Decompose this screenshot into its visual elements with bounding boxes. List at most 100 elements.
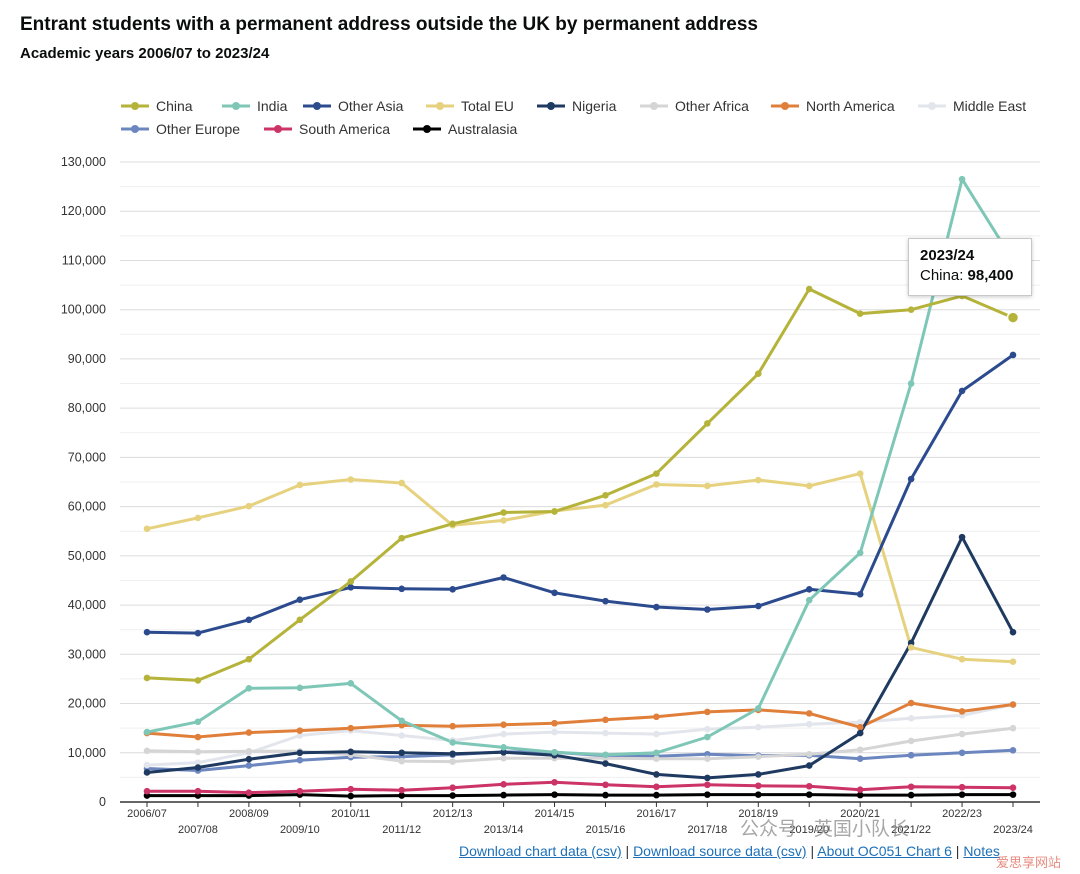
data-point-total-eu[interactable] <box>347 476 355 483</box>
data-point-india[interactable] <box>602 751 609 759</box>
data-point-total-eu[interactable] <box>1009 658 1017 665</box>
data-point-other-africa[interactable] <box>245 747 253 755</box>
data-point-south-america[interactable] <box>143 787 151 795</box>
data-point-india[interactable] <box>449 739 456 746</box>
data-point-other-asia[interactable] <box>704 606 711 613</box>
data-point-india[interactable] <box>805 596 813 604</box>
legend-item-south-america[interactable]: South America <box>264 121 390 137</box>
data-point-nigeria[interactable] <box>653 771 660 778</box>
data-point-other-asia[interactable] <box>194 629 202 637</box>
data-point-north-america[interactable] <box>347 724 355 732</box>
data-point-north-america[interactable] <box>449 722 456 730</box>
data-point-south-america[interactable] <box>245 789 253 796</box>
data-point-australasia[interactable] <box>653 791 660 799</box>
data-point-total-eu[interactable] <box>958 655 966 663</box>
data-point-other-africa[interactable] <box>398 757 406 765</box>
data-point-middle-east[interactable] <box>754 723 762 731</box>
data-point-south-america[interactable] <box>449 784 456 792</box>
data-point-north-america[interactable] <box>194 733 202 741</box>
data-point-nigeria[interactable] <box>398 749 406 757</box>
data-point-middle-east[interactable] <box>551 728 558 736</box>
data-point-nigeria[interactable] <box>958 533 966 541</box>
data-point-north-america[interactable] <box>653 713 660 721</box>
data-point-china[interactable] <box>296 616 304 624</box>
data-point-other-europe[interactable] <box>1009 747 1017 754</box>
legend-item-other-asia[interactable]: Other Asia <box>303 98 404 114</box>
data-point-north-america[interactable] <box>805 710 813 717</box>
data-point-middle-east[interactable] <box>194 759 202 766</box>
data-point-nigeria[interactable] <box>856 729 864 737</box>
data-point-total-eu[interactable] <box>500 517 507 524</box>
data-point-other-africa[interactable] <box>449 758 456 765</box>
data-point-other-africa[interactable] <box>856 746 864 754</box>
download-source-data-link[interactable]: Download source data (csv) <box>633 843 807 859</box>
about-chart-link[interactable]: About OC051 Chart 6 <box>817 843 952 859</box>
data-point-india[interactable] <box>245 684 253 692</box>
data-point-middle-east[interactable] <box>602 729 609 737</box>
data-point-india[interactable] <box>143 728 151 736</box>
data-point-nigeria[interactable] <box>704 774 711 782</box>
data-point-middle-east[interactable] <box>856 718 864 726</box>
data-point-australasia[interactable] <box>856 791 864 799</box>
data-point-other-europe[interactable] <box>245 762 253 769</box>
data-point-china[interactable] <box>245 655 253 663</box>
data-point-india[interactable] <box>398 717 406 725</box>
data-point-australasia[interactable] <box>398 792 406 799</box>
data-point-south-america[interactable] <box>907 783 915 791</box>
data-point-other-asia[interactable] <box>551 589 558 597</box>
data-point-nigeria[interactable] <box>245 755 253 763</box>
data-point-other-asia[interactable] <box>805 586 813 593</box>
data-point-china[interactable] <box>907 306 915 313</box>
data-point-other-africa[interactable] <box>754 753 762 761</box>
data-point-total-eu[interactable] <box>653 481 660 488</box>
data-point-australasia[interactable] <box>551 791 558 798</box>
data-point-south-america[interactable] <box>754 782 762 790</box>
data-point-other-europe[interactable] <box>958 749 966 757</box>
data-point-china[interactable] <box>551 508 558 515</box>
data-point-other-africa[interactable] <box>958 730 966 738</box>
data-point-other-asia[interactable] <box>296 596 304 603</box>
data-point-north-america[interactable] <box>602 716 609 724</box>
data-point-middle-east[interactable] <box>653 730 660 738</box>
data-point-australasia[interactable] <box>1009 791 1017 798</box>
data-point-south-america[interactable] <box>653 783 660 791</box>
data-point-nigeria[interactable] <box>1009 628 1017 636</box>
legend-item-australasia[interactable]: Australasia <box>413 121 517 137</box>
data-point-china[interactable] <box>602 491 609 499</box>
data-point-india[interactable] <box>296 684 304 692</box>
data-point-north-america[interactable] <box>958 708 966 715</box>
data-point-south-america[interactable] <box>602 781 609 789</box>
data-point-other-europe[interactable] <box>856 755 864 762</box>
data-point-other-asia[interactable] <box>398 585 406 593</box>
data-point-other-africa[interactable] <box>500 754 507 762</box>
data-point-other-europe[interactable] <box>907 751 915 759</box>
data-point-other-africa[interactable] <box>704 755 711 762</box>
data-point-other-asia[interactable] <box>500 574 507 581</box>
data-point-total-eu[interactable] <box>194 514 202 522</box>
data-point-nigeria[interactable] <box>754 771 762 778</box>
data-point-china[interactable] <box>398 534 406 542</box>
data-point-north-america[interactable] <box>245 729 253 736</box>
data-point-india[interactable] <box>958 175 966 183</box>
data-point-middle-east[interactable] <box>398 732 406 739</box>
data-point-other-asia[interactable] <box>449 586 456 593</box>
data-point-south-america[interactable] <box>500 780 507 788</box>
data-point-total-eu[interactable] <box>602 501 609 509</box>
data-point-total-eu[interactable] <box>805 482 813 490</box>
data-point-other-asia[interactable] <box>856 590 864 598</box>
data-point-nigeria[interactable] <box>194 764 202 771</box>
data-point-nigeria[interactable] <box>500 748 507 756</box>
data-point-north-america[interactable] <box>856 723 864 731</box>
data-point-other-africa[interactable] <box>1009 724 1017 732</box>
data-point-north-america[interactable] <box>704 708 711 716</box>
data-point-north-america[interactable] <box>907 699 915 707</box>
data-point-australasia[interactable] <box>347 792 355 800</box>
data-point-australasia[interactable] <box>754 791 762 798</box>
data-point-china[interactable] <box>653 470 660 477</box>
data-point-china[interactable] <box>347 578 355 585</box>
data-point-china[interactable] <box>143 674 151 682</box>
data-point-total-eu[interactable] <box>398 479 406 487</box>
data-point-china[interactable] <box>704 420 711 427</box>
data-point-india[interactable] <box>704 733 711 741</box>
data-point-other-africa[interactable] <box>907 737 915 745</box>
